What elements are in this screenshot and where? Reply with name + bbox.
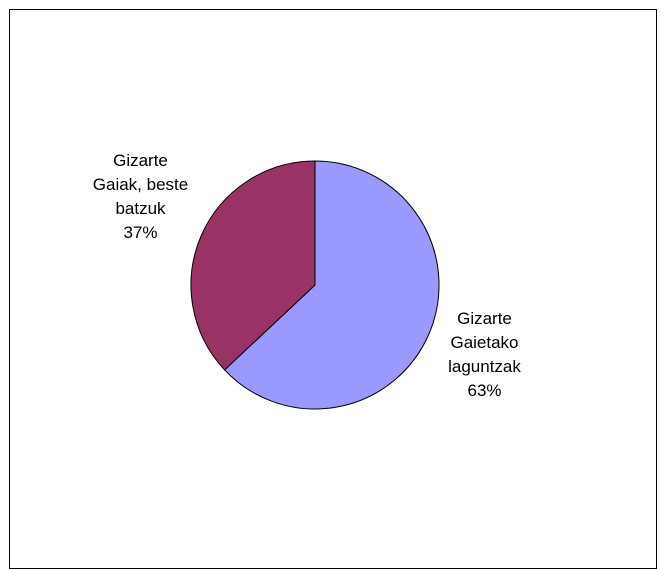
label-line: batzuk [115, 199, 166, 218]
label-line: laguntzak [448, 357, 521, 376]
pie-slice-gizarte-gaietako-laguntzak [223, 160, 440, 410]
data-label-gizarte-gaietako-laguntzak: Gizarte Gaietako laguntzak 63% [422, 307, 547, 403]
label-line: Gaiak, beste [92, 175, 189, 194]
pie-chart [190, 160, 440, 410]
label-line: Gizarte [113, 151, 168, 170]
label-line: 37% [123, 223, 158, 242]
pie-slice-gizarte-gaiak-beste-batzuk [190, 160, 316, 371]
chart-area: Gizarte Gaietako laguntzak 63% Gizarte G… [9, 9, 657, 569]
label-line: 63% [467, 381, 502, 400]
label-line: Gizarte [457, 309, 512, 328]
label-line: Gaietako [450, 333, 519, 352]
data-label-gizarte-gaiak-beste-batzuk: Gizarte Gaiak, beste batzuk 37% [78, 149, 203, 245]
